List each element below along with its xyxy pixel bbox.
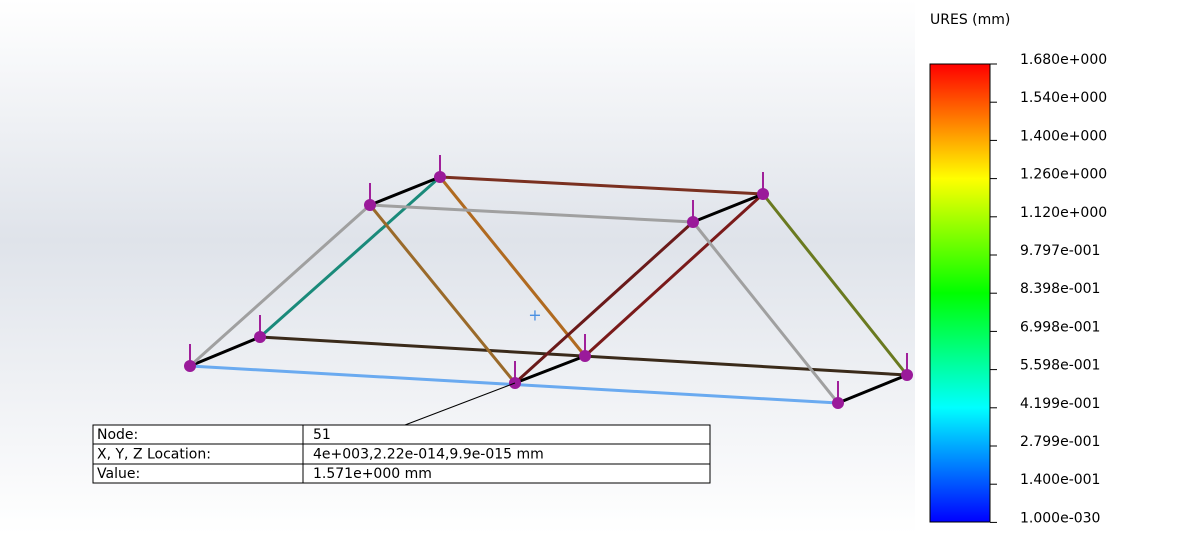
truss-node xyxy=(254,331,266,343)
truss-node xyxy=(757,188,769,200)
legend-label: 1.260e+000 xyxy=(1020,167,1107,183)
legend-label: 1.000e-030 xyxy=(1020,510,1100,526)
legend-label: 4.199e-001 xyxy=(1020,396,1100,412)
legend-label: 1.400e-001 xyxy=(1020,472,1100,488)
cursor-cross: + xyxy=(528,306,541,325)
probe-value: 1.571e+000 mm xyxy=(313,466,432,482)
truss-node xyxy=(832,397,844,409)
truss-node xyxy=(434,171,446,183)
probe-key: Node: xyxy=(97,427,138,443)
truss-node xyxy=(687,216,699,228)
probe-key: Value: xyxy=(97,466,140,482)
probe-key: X, Y, Z Location: xyxy=(97,447,211,463)
truss-node xyxy=(364,199,376,211)
probe-value: 51 xyxy=(313,427,331,443)
legend-label: 5.598e-001 xyxy=(1020,358,1100,374)
color-bar xyxy=(930,64,990,522)
legend-label: 9.797e-001 xyxy=(1020,243,1100,259)
truss-node xyxy=(901,369,913,381)
legend-label: 1.120e+000 xyxy=(1020,205,1107,221)
legend-label: 6.998e-001 xyxy=(1020,319,1100,335)
legend-label: 8.398e-001 xyxy=(1020,281,1100,297)
probe-value: 4e+003,2.22e-014,9.9e-015 mm xyxy=(313,447,544,463)
legend-label: 2.799e-001 xyxy=(1020,434,1100,450)
legend-label: 1.400e+000 xyxy=(1020,128,1107,144)
truss-node xyxy=(579,350,591,362)
truss-node xyxy=(184,360,196,372)
page: {"legend": {"title": "URES (mm)", "label… xyxy=(0,0,1198,534)
legend-label: 1.680e+000 xyxy=(1020,52,1107,68)
legend-title: URES (mm) xyxy=(930,12,1010,28)
legend-label: 1.540e+000 xyxy=(1020,90,1107,106)
probe-table: Node: 51 X, Y, Z Location: 4e+003,2.22e-014… xyxy=(93,425,710,483)
viewport: + URES (mm) 1.680e+000 1.540e+000 1.400e+0… xyxy=(0,0,1198,534)
